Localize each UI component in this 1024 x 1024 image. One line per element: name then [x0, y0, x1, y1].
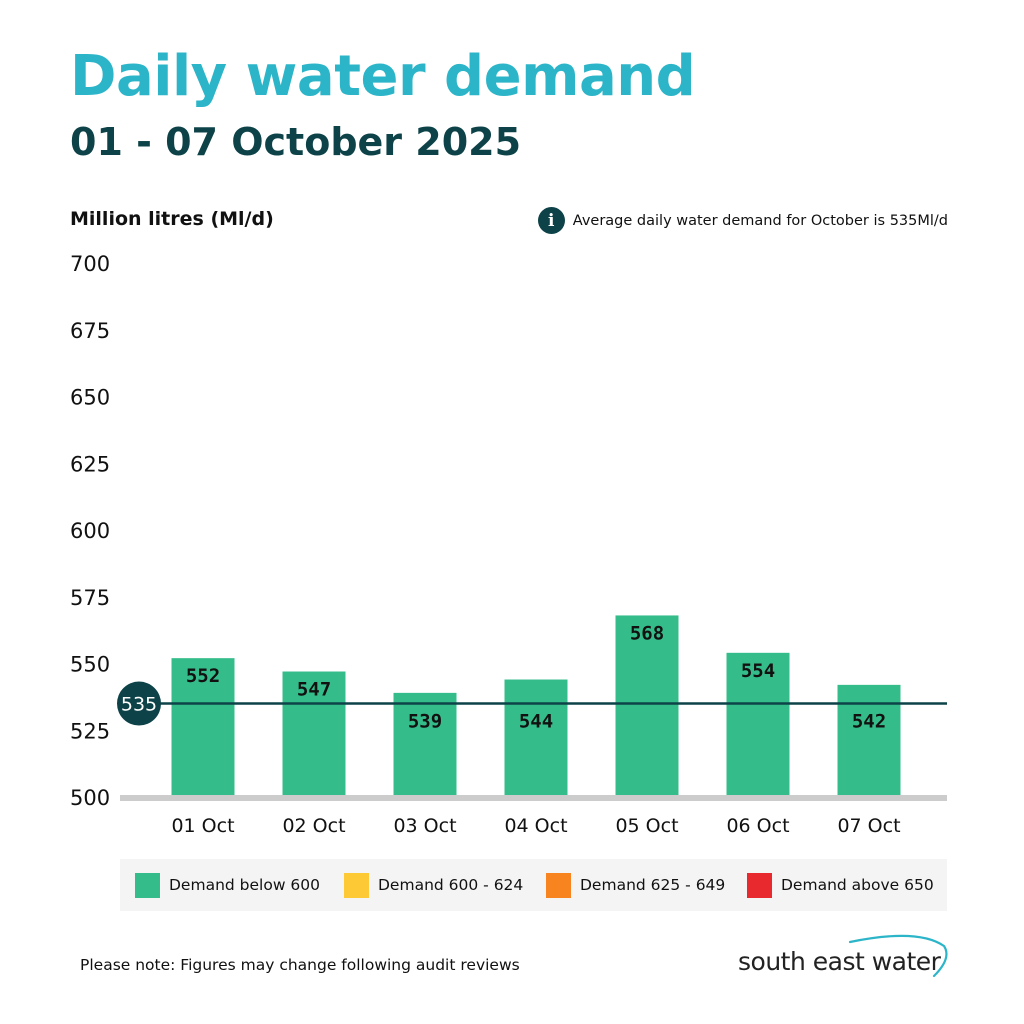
- x-tick-label: 07 Oct: [837, 815, 900, 837]
- legend-swatch: [546, 872, 571, 898]
- bar: [282, 671, 346, 797]
- footnote: Please note: Figures may change followin…: [80, 956, 520, 974]
- legend-label: Demand 600 - 624: [378, 876, 524, 894]
- bar-value-label: 568: [630, 622, 664, 644]
- average-note-text: Average daily water demand for October i…: [572, 212, 948, 229]
- legend-swatch: [135, 872, 160, 898]
- legend-label: Demand above 650: [781, 876, 934, 894]
- legend-item: Demand 625 - 649: [546, 872, 726, 898]
- y-tick-label: 550: [70, 653, 110, 677]
- average-marker-label: 535: [121, 694, 157, 716]
- bar-value-label: 542: [852, 711, 886, 733]
- legend-label: Demand below 600: [169, 876, 321, 894]
- brand-logo-text: south east water: [738, 947, 941, 976]
- bar-value-label: 547: [297, 679, 331, 701]
- y-axis-label: Million litres (Ml/d): [70, 208, 274, 230]
- y-tick-label: 600: [70, 519, 110, 543]
- bar: [393, 692, 457, 797]
- x-tick-label: 04 Oct: [504, 815, 567, 837]
- legend-swatch: [747, 872, 772, 898]
- x-tick-label: 02 Oct: [282, 815, 345, 837]
- y-tick-label: 700: [70, 252, 110, 276]
- bar: [726, 652, 790, 797]
- legend-swatch: [344, 872, 369, 898]
- y-tick-label: 500: [70, 786, 110, 810]
- y-tick-label: 675: [70, 319, 110, 343]
- legend-item: Demand below 600: [135, 872, 321, 898]
- bar: [171, 658, 235, 797]
- y-tick-label: 575: [70, 586, 110, 610]
- bar: [615, 615, 679, 797]
- bar-value-label: 552: [186, 665, 220, 687]
- x-tick-label: 06 Oct: [726, 815, 789, 837]
- y-tick-label: 650: [70, 386, 110, 410]
- date-range-subtitle: 01 - 07 October 2025: [70, 120, 522, 164]
- bar: [837, 684, 901, 797]
- legend-item: Demand above 650: [747, 872, 934, 898]
- legend: Demand below 600 Demand 600 - 624 Demand…: [120, 859, 947, 911]
- bar-value-label: 539: [408, 711, 442, 733]
- info-icon: i: [537, 207, 565, 234]
- bar-value-label: 554: [741, 660, 775, 682]
- legend-item: Demand 600 - 624: [344, 872, 524, 898]
- y-tick-label: 625: [70, 452, 110, 476]
- x-tick-label: 05 Oct: [615, 815, 678, 837]
- page-title: Daily water demand: [70, 44, 696, 109]
- legend-label: Demand 625 - 649: [580, 876, 726, 894]
- x-tick-label: 01 Oct: [171, 815, 234, 837]
- brand-logo: south east water: [738, 932, 953, 988]
- bar-chart: 700 675 650 625 600 575 550 525 500 535 552 547 539 5…: [70, 252, 947, 837]
- x-axis-line: [120, 795, 947, 801]
- average-note: i Average daily water demand for October…: [537, 207, 948, 234]
- y-tick-label: 525: [70, 719, 110, 743]
- average-marker: [117, 681, 161, 726]
- bar: [504, 679, 568, 797]
- x-tick-label: 03 Oct: [393, 815, 456, 837]
- bar-value-label: 544: [519, 711, 553, 733]
- wave-icon: [848, 934, 948, 978]
